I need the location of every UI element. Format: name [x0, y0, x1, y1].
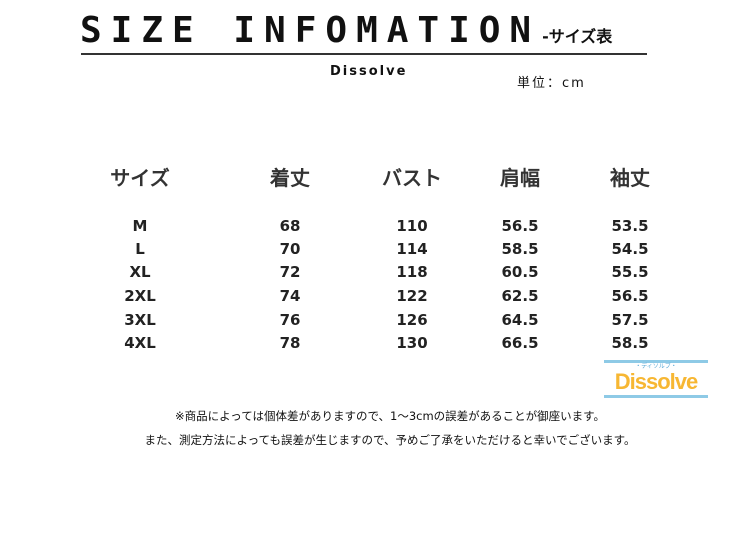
logo-word: Dissolve [614, 369, 699, 394]
brand-logo: ・ディソルブ・ Dissolve [604, 360, 708, 398]
table-cell: 118 [396, 263, 428, 281]
table-cell: 74 [279, 287, 301, 305]
table-cell: 53.5 [611, 217, 649, 235]
table-cell: 57.5 [611, 311, 649, 329]
column-header: 着丈 [270, 166, 310, 190]
table-cell: 130 [396, 334, 428, 352]
size-label: 3XL [124, 311, 156, 329]
table-cell: 60.5 [501, 263, 539, 281]
column-header: 肩幅 [500, 166, 540, 190]
table-cell: 126 [396, 311, 428, 329]
table-cell: 70 [279, 240, 301, 258]
page-subtitle: -サイズ表 [542, 27, 613, 46]
size-label: M [132, 217, 148, 235]
size-label: 2XL [124, 287, 156, 305]
page-title: SIZE INFOMATION [80, 10, 541, 51]
column-header: 袖丈 [610, 166, 650, 190]
title-divider [81, 53, 647, 55]
column-header: バスト [382, 166, 442, 190]
table-cell: 110 [396, 217, 428, 235]
table-cell: 72 [279, 263, 301, 281]
table-cell: 122 [396, 287, 428, 305]
table-cell: 78 [279, 334, 301, 352]
table-cell: 64.5 [501, 311, 539, 329]
table-cell: 54.5 [611, 240, 649, 258]
table-cell: 68 [279, 217, 301, 235]
note-line-2: また、測定方法によっても誤差が生じますので、予めご了承をいただけると幸いでござい… [144, 433, 636, 447]
logo-bar-top [604, 360, 708, 363]
unit-label: 単位：cm [517, 76, 586, 91]
table-cell: 56.5 [611, 287, 649, 305]
table-cell: 58.5 [501, 240, 539, 258]
note-line-1: ※商品によっては個体差がありますので、1〜3cmの誤差があることが御座います。 [174, 409, 606, 423]
table-cell: 114 [396, 240, 428, 258]
table-cell: 58.5 [611, 334, 649, 352]
table-cell: 55.5 [611, 263, 649, 281]
logo-subtext: ・ディソルブ・ [635, 363, 677, 370]
table-cell: 62.5 [501, 287, 539, 305]
title-row: SIZE INFOMATION -サイズ表 [80, 10, 612, 52]
size-label: 4XL [124, 334, 156, 352]
size-label: L [135, 240, 145, 258]
column-header: サイズ [110, 166, 170, 190]
table-cell: 56.5 [501, 217, 539, 235]
size-label: XL [129, 263, 151, 281]
table-cell: 76 [279, 311, 301, 329]
table-cell: 66.5 [501, 334, 539, 352]
brand-name: Dissolve [330, 64, 408, 79]
logo-bar-bottom [604, 395, 708, 398]
